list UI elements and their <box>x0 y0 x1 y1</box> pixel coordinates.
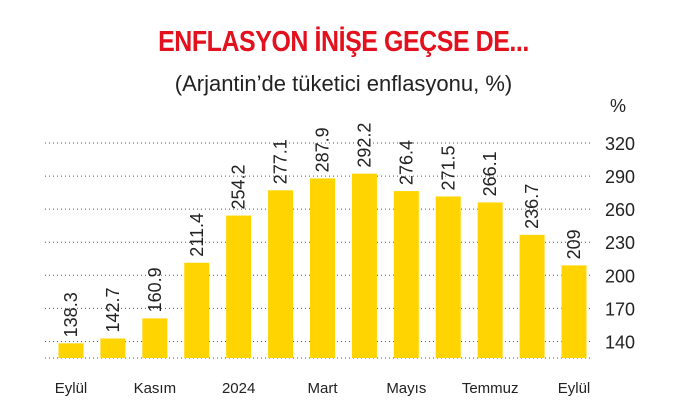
bar <box>268 190 294 358</box>
y-tick-label: 230 <box>605 233 635 253</box>
bar <box>477 202 503 358</box>
bar-value-label: 287.9 <box>313 127 333 172</box>
x-tick-label: 2024 <box>222 380 255 397</box>
value-labels: 138.3 142.7 160.9 211.4 254.2 277.1 287.9 292.2… <box>61 123 584 338</box>
bar <box>100 338 126 358</box>
bar <box>184 262 210 358</box>
bar-value-label: 292.2 <box>354 123 374 168</box>
bar-value-label: 271.5 <box>438 145 458 190</box>
chart-title: ENFLASYON İNİŞE GEÇSE DE... <box>158 26 529 58</box>
y-tick-label: 260 <box>605 200 635 220</box>
y-tick-label: 140 <box>605 332 635 352</box>
y-tick-label: 200 <box>605 266 635 286</box>
y-tick-label: 290 <box>605 167 635 187</box>
bar-value-label: 276.4 <box>396 140 416 185</box>
bar-value-label: 277.1 <box>271 139 291 184</box>
bar <box>435 196 461 358</box>
x-tick-label: Temmuz <box>462 380 519 397</box>
x-tick-label: Mart <box>308 380 339 397</box>
y-axis-unit-label: % <box>610 96 626 116</box>
bar-value-label: 236.7 <box>522 184 542 229</box>
y-tick-label: 320 <box>605 134 635 154</box>
bar-value-label: 209 <box>564 229 584 259</box>
bar-value-label: 142.7 <box>103 287 123 332</box>
chart-subtitle: (Arjantin’de tüketici enflasyonu, %) <box>174 71 513 96</box>
bar-value-label: 211.4 <box>187 213 207 257</box>
bar-value-label: 266.1 <box>480 151 500 196</box>
x-tick-label: Eylül <box>558 380 591 397</box>
x-tick-label: Eylül <box>55 380 88 397</box>
bar <box>393 191 419 358</box>
bar <box>561 265 587 358</box>
bar <box>226 215 252 358</box>
bar-value-label: 160.9 <box>145 267 165 312</box>
bar <box>310 178 335 358</box>
bar <box>58 343 84 358</box>
bars <box>58 173 587 358</box>
bar <box>519 234 545 358</box>
y-tick-label: 170 <box>605 299 635 319</box>
bar-value-label: 138.3 <box>61 292 81 337</box>
bar <box>142 318 168 358</box>
axes: % 140 170 200 230 260 290 320 Eylül Kasım 2024 Mar… <box>55 96 635 397</box>
x-tick-label: Mayıs <box>386 380 426 397</box>
bar <box>351 173 377 358</box>
x-tick-label: Kasım <box>134 380 177 397</box>
bar-value-label: 254.2 <box>229 165 249 210</box>
